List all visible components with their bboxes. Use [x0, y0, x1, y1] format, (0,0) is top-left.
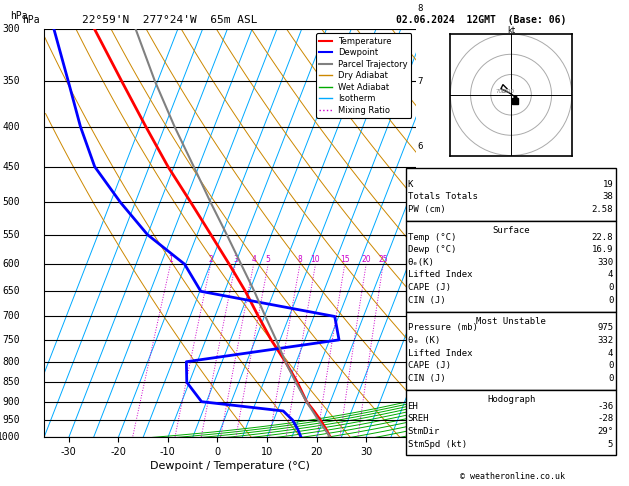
Text: 22.8: 22.8 — [592, 233, 613, 242]
Text: 4: 4 — [418, 256, 423, 265]
Text: 975: 975 — [597, 324, 613, 332]
Text: 1: 1 — [168, 255, 173, 264]
Text: StmSpd (kt): StmSpd (kt) — [408, 440, 467, 449]
Text: 19: 19 — [603, 180, 613, 189]
Text: 750: 750 — [3, 335, 20, 345]
Text: 330: 330 — [597, 258, 613, 267]
Text: 1: 1 — [418, 400, 423, 409]
Text: 332: 332 — [597, 336, 613, 345]
Text: 700: 700 — [496, 89, 506, 94]
Text: 2.58: 2.58 — [592, 205, 613, 214]
X-axis label: kt: kt — [507, 26, 515, 35]
Text: Dewp (°C): Dewp (°C) — [408, 245, 456, 254]
Text: 4: 4 — [608, 349, 613, 358]
Text: 450: 450 — [3, 162, 20, 172]
Text: Most Unstable: Most Unstable — [476, 317, 546, 326]
Text: 8: 8 — [418, 4, 423, 13]
Text: 5: 5 — [418, 201, 423, 210]
Text: 16.9: 16.9 — [592, 245, 613, 254]
Text: 500: 500 — [3, 197, 20, 208]
Text: km
ASL: km ASL — [418, 434, 433, 454]
Text: Mixing Ratio (g/kg): Mixing Ratio (g/kg) — [459, 177, 469, 289]
Text: 4: 4 — [251, 255, 256, 264]
Text: 10: 10 — [311, 255, 320, 264]
Text: 7: 7 — [418, 77, 423, 86]
Text: 1000: 1000 — [0, 433, 20, 442]
Text: θₑ(K): θₑ(K) — [408, 258, 435, 267]
Text: 0: 0 — [608, 362, 613, 370]
Text: 3: 3 — [418, 307, 423, 316]
Text: 2: 2 — [418, 355, 423, 364]
Text: Temp (°C): Temp (°C) — [408, 233, 456, 242]
Text: Hodograph: Hodograph — [487, 396, 535, 404]
Text: 4: 4 — [608, 271, 613, 279]
Text: 20: 20 — [361, 255, 371, 264]
Text: -36: -36 — [597, 402, 613, 411]
Text: Totals Totals: Totals Totals — [408, 192, 477, 201]
Text: hPa: hPa — [11, 11, 28, 21]
Text: 350: 350 — [3, 76, 20, 87]
Text: 5: 5 — [266, 255, 270, 264]
Text: 400: 400 — [3, 122, 20, 132]
Text: Pressure (mb): Pressure (mb) — [408, 324, 477, 332]
Text: 300: 300 — [3, 24, 20, 34]
Text: StmDir: StmDir — [408, 427, 440, 436]
Text: 700: 700 — [3, 312, 20, 321]
Text: PW (cm): PW (cm) — [408, 205, 445, 214]
Text: Lifted Index: Lifted Index — [408, 349, 472, 358]
Text: 29°: 29° — [597, 427, 613, 436]
Text: 900: 900 — [3, 397, 20, 407]
Text: 25: 25 — [378, 255, 388, 264]
Text: 850: 850 — [3, 377, 20, 387]
Text: -28: -28 — [597, 415, 613, 423]
Text: EH: EH — [408, 402, 418, 411]
Text: 950: 950 — [3, 415, 20, 425]
Text: © weatheronline.co.uk: © weatheronline.co.uk — [460, 472, 565, 481]
Text: Lifted Index: Lifted Index — [408, 271, 472, 279]
Text: 1000: 1000 — [500, 89, 514, 94]
Text: 2: 2 — [208, 255, 213, 264]
Text: CAPE (J): CAPE (J) — [408, 283, 450, 292]
Text: 8: 8 — [298, 255, 303, 264]
Text: hPa: hPa — [22, 15, 40, 25]
Text: CIN (J): CIN (J) — [408, 374, 445, 383]
Text: CIN (J): CIN (J) — [408, 296, 445, 305]
Text: 02.06.2024  12GMT  (Base: 06): 02.06.2024 12GMT (Base: 06) — [396, 15, 567, 25]
Text: CAPE (J): CAPE (J) — [408, 362, 450, 370]
Text: 650: 650 — [3, 286, 20, 296]
Text: 0: 0 — [608, 374, 613, 383]
Text: 6: 6 — [418, 142, 423, 151]
Text: 5: 5 — [608, 440, 613, 449]
Text: Surface: Surface — [493, 226, 530, 235]
Text: 550: 550 — [3, 230, 20, 240]
Text: θₑ (K): θₑ (K) — [408, 336, 440, 345]
Text: 15: 15 — [340, 255, 350, 264]
Text: LCL: LCL — [418, 399, 433, 408]
Text: 0: 0 — [608, 283, 613, 292]
Legend: Temperature, Dewpoint, Parcel Trajectory, Dry Adiabat, Wet Adiabat, Isotherm, Mi: Temperature, Dewpoint, Parcel Trajectory… — [316, 34, 411, 118]
Text: K: K — [408, 180, 413, 189]
Text: 0: 0 — [608, 296, 613, 305]
Text: 22°59'N  277°24'W  65m ASL: 22°59'N 277°24'W 65m ASL — [82, 15, 258, 25]
Text: SREH: SREH — [408, 415, 429, 423]
Text: 3: 3 — [233, 255, 238, 264]
Text: 600: 600 — [3, 259, 20, 269]
X-axis label: Dewpoint / Temperature (°C): Dewpoint / Temperature (°C) — [150, 461, 309, 471]
Text: 800: 800 — [3, 357, 20, 367]
Text: 38: 38 — [603, 192, 613, 201]
